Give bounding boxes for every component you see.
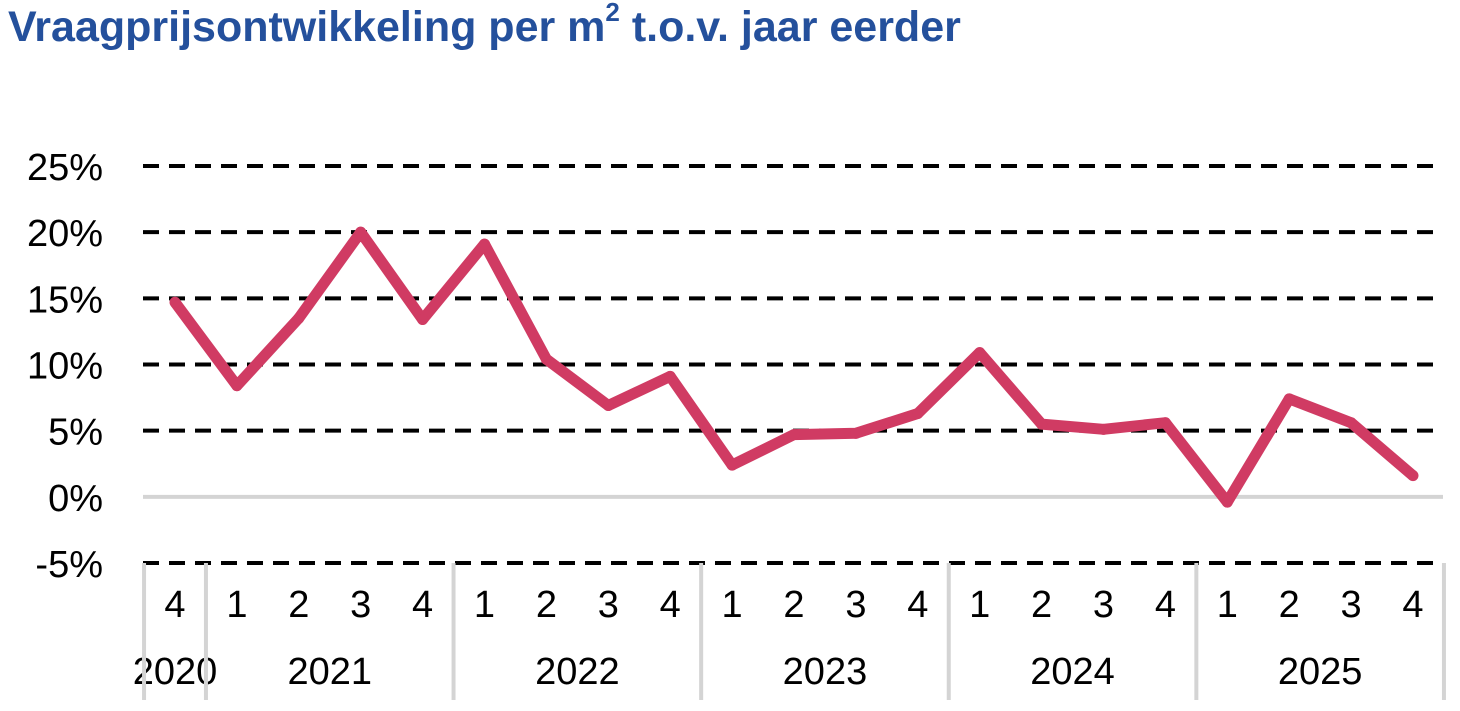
chart-title-superscript: 2: [605, 0, 620, 27]
x-quarter-label: 3: [598, 584, 619, 626]
x-year-label: 2023: [783, 651, 868, 693]
data-point: [1159, 417, 1171, 429]
x-quarter-label: 4: [412, 584, 433, 626]
x-quarter-label: 2: [288, 584, 309, 626]
data-point: [912, 407, 924, 419]
x-quarter-label: 3: [845, 584, 866, 626]
x-quarter-label: 2: [1031, 584, 1052, 626]
data-point: [540, 353, 552, 365]
data-point: [479, 238, 490, 250]
x-quarter-label: 4: [1155, 584, 1176, 626]
data-point: [293, 312, 305, 324]
data-point: [788, 429, 800, 441]
x-year-label: 2020: [133, 651, 218, 693]
y-tick-label: 20%: [27, 213, 103, 255]
x-quarter-label: 1: [722, 584, 743, 626]
x-quarter-label: 2: [783, 584, 804, 626]
data-point: [231, 380, 243, 392]
x-quarter-label: 2: [536, 584, 557, 626]
series-line: [170, 226, 1417, 508]
x-quarter-label: 2: [1279, 584, 1300, 626]
data-point: [169, 296, 181, 308]
data-point: [1407, 470, 1419, 482]
data-point: [1221, 496, 1233, 508]
data-point: [726, 459, 738, 471]
data-point: [1098, 423, 1109, 435]
x-quarter-label: 1: [474, 584, 495, 626]
data-point: [417, 314, 429, 326]
chart-title-prefix: Vraagprijsontwikkeling per m: [8, 3, 606, 51]
chart-title-suffix: t.o.v. jaar eerder: [619, 3, 961, 51]
data-point: [1345, 417, 1357, 429]
data-point: [1036, 418, 1048, 430]
x-quarter-label: 3: [1093, 584, 1114, 626]
x-quarter-label: 4: [907, 584, 928, 626]
data-point: [850, 427, 862, 439]
chart-title: Vraagprijsontwikkeling per m2 t.o.v. jaa…: [8, 0, 961, 54]
data-point: [974, 347, 986, 359]
data-point: [1283, 393, 1295, 405]
x-quarter-label: 3: [1341, 584, 1362, 626]
data-point: [355, 226, 367, 238]
x-year-label: 2022: [535, 651, 620, 693]
x-year-label: 2025: [1278, 651, 1363, 693]
x-year-label: 2021: [287, 651, 372, 693]
x-quarter-label: 1: [969, 584, 990, 626]
y-tick-label: 25%: [27, 147, 103, 189]
x-quarter-label: 4: [164, 584, 185, 626]
y-tick-label: 0%: [48, 478, 103, 520]
x-year-label: 2024: [1030, 651, 1115, 693]
data-point: [664, 370, 676, 382]
y-tick-label: -5%: [35, 544, 103, 586]
x-quarter-label: 1: [1217, 584, 1238, 626]
y-tick-label: 15%: [27, 279, 103, 321]
x-quarter-label: 3: [350, 584, 371, 626]
y-tick-label: 10%: [27, 346, 103, 388]
x-quarter-label: 4: [660, 584, 681, 626]
y-tick-label: 5%: [48, 412, 103, 454]
x-quarter-label: 4: [1402, 584, 1423, 626]
data-point: [602, 400, 614, 412]
x-quarter-label: 1: [226, 584, 247, 626]
